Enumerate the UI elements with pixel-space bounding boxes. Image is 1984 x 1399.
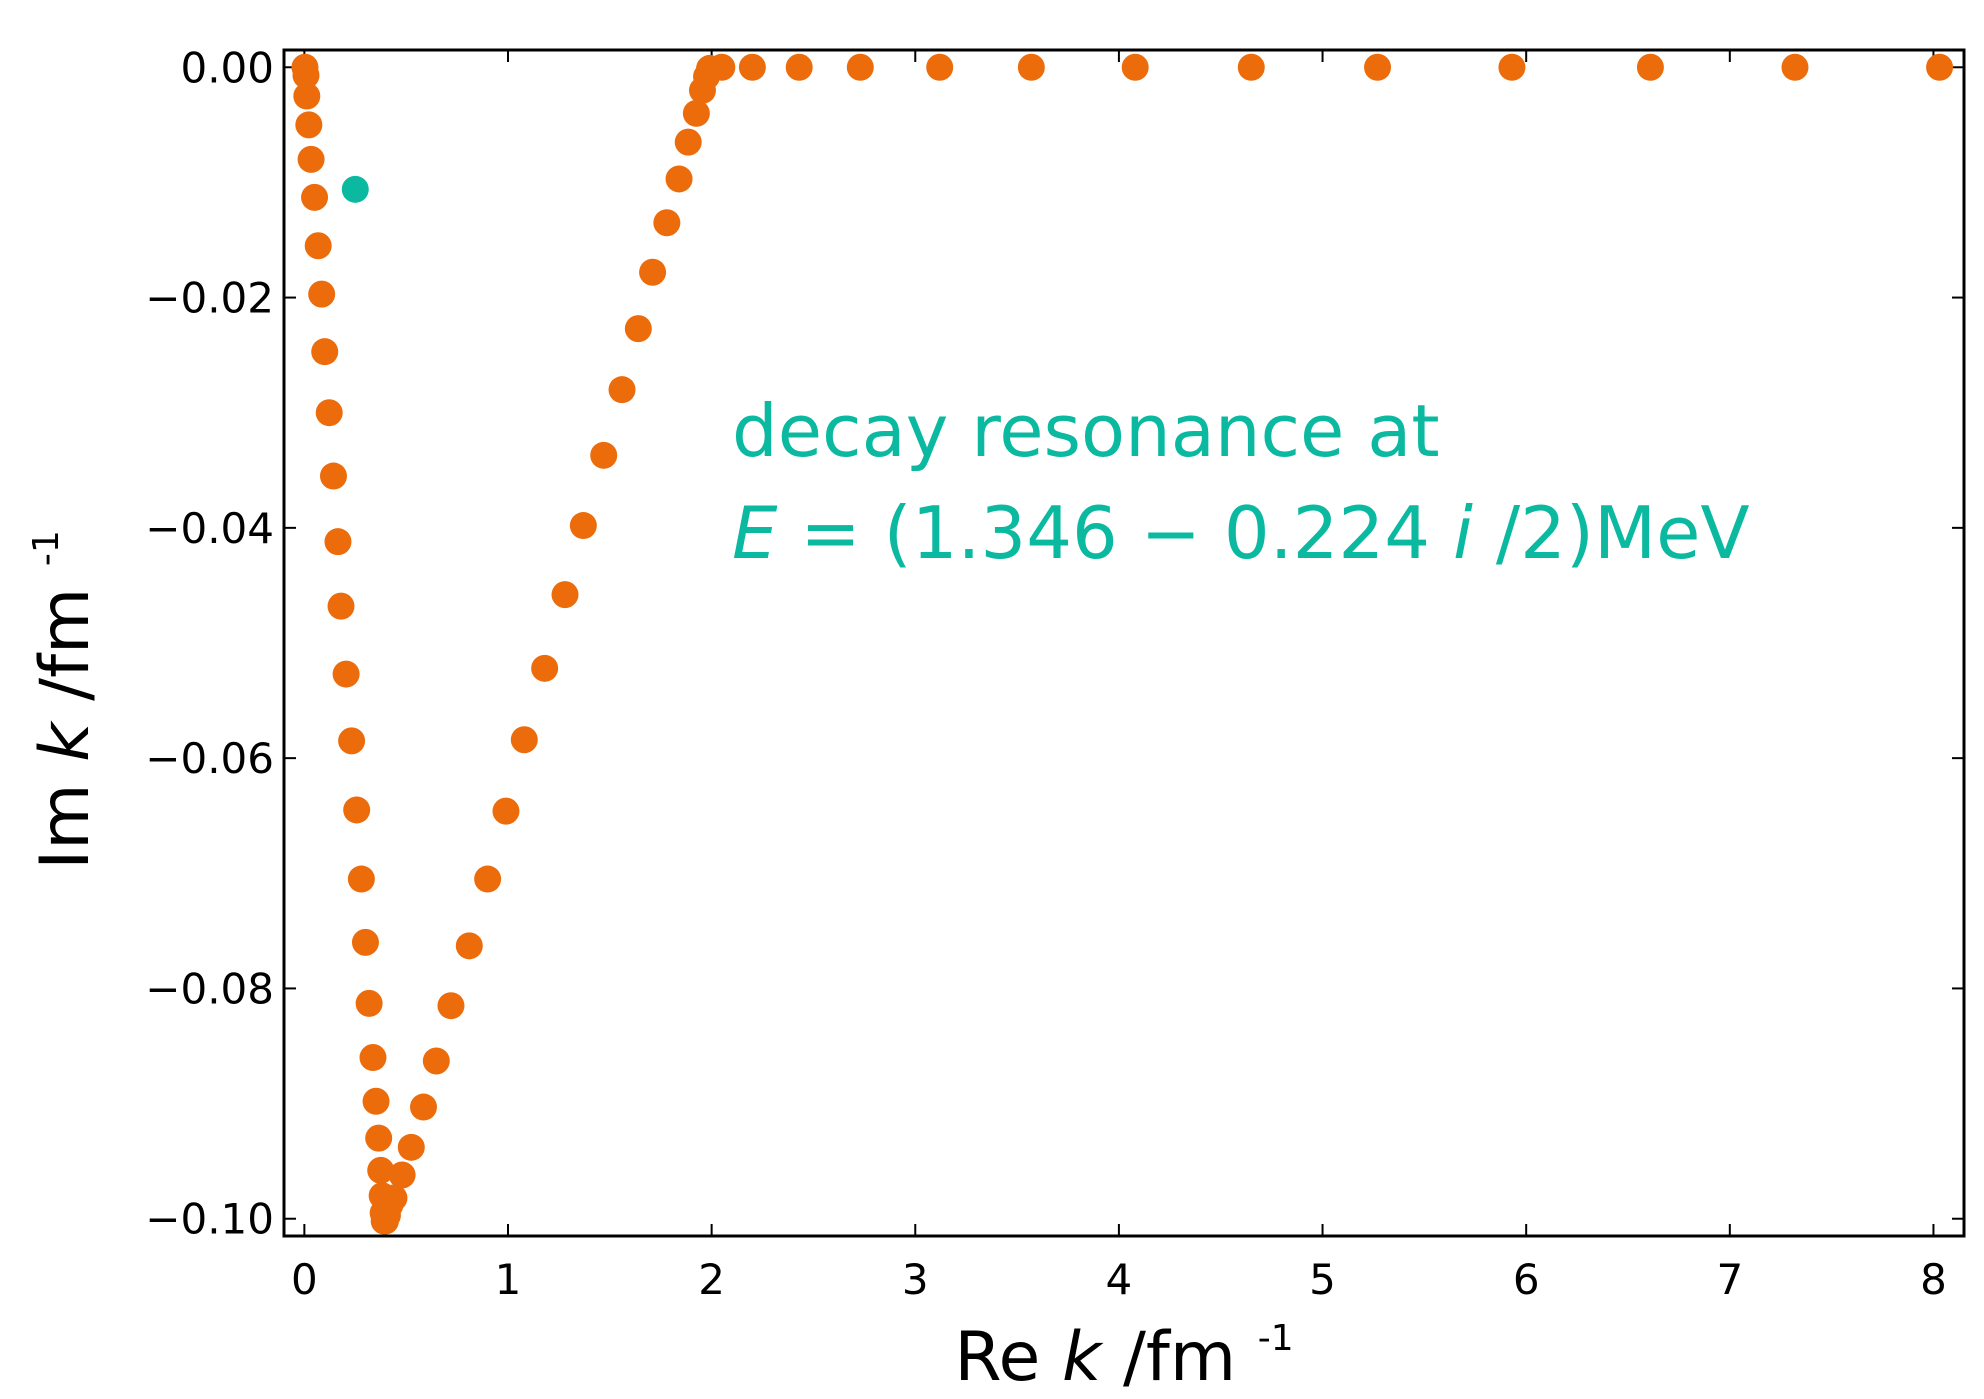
- trajectory-point: [653, 209, 681, 237]
- data-points: [291, 53, 1954, 1235]
- y-tick-label: −0.04: [145, 504, 274, 553]
- trajectory-point: [569, 512, 597, 540]
- y-tick-label: −0.10: [145, 1195, 274, 1244]
- trajectory-point: [338, 727, 366, 755]
- trajectory-point: [347, 865, 375, 893]
- trajectory-point: [738, 53, 766, 81]
- x-tick-label: 8: [1920, 1255, 1947, 1304]
- annotation-line-1: decay resonance at: [732, 389, 1440, 473]
- trajectory-point: [311, 338, 339, 366]
- y-axis-label-unit: /fm: [26, 588, 105, 701]
- trajectory-point: [292, 61, 320, 89]
- trajectory-point: [332, 660, 360, 688]
- trajectory-point: [293, 82, 321, 110]
- resonance-point: [341, 175, 369, 203]
- x-axis-label-unit: /fm: [1123, 1318, 1236, 1397]
- trajectory-point: [437, 992, 465, 1020]
- x-axis-label-prefix: Re: [954, 1318, 1040, 1397]
- trajectory-point: [551, 581, 579, 609]
- trajectory-point: [624, 315, 652, 343]
- y-tick-label: −0.08: [145, 964, 274, 1013]
- trajectory-point: [304, 232, 332, 260]
- x-tick-label: 5: [1309, 1255, 1336, 1304]
- trajectory-point: [355, 989, 383, 1017]
- annotation-imag-unit: i: [1453, 491, 1473, 575]
- trajectory-point: [397, 1133, 425, 1161]
- trajectory-point: [365, 1124, 393, 1152]
- trajectory-point: [926, 53, 954, 81]
- trajectory-point: [362, 1087, 390, 1115]
- trajectory-point: [324, 528, 352, 556]
- x-tick-label: 4: [1106, 1255, 1133, 1304]
- trajectory-point: [846, 53, 874, 81]
- y-tick-label: −0.02: [145, 274, 274, 323]
- trajectory-point: [665, 165, 693, 193]
- tick-labels: 0 1 2 3 4 5 6 7 8 0.00 −0.02 −0.04 −0.06 −0.08 −0.10: [145, 43, 1947, 1304]
- trajectory-point: [297, 145, 325, 173]
- trajectory-point: [1121, 53, 1149, 81]
- trajectory-point: [388, 1161, 416, 1189]
- trajectory-point: [343, 796, 371, 824]
- x-tick-label: 0: [291, 1255, 318, 1304]
- x-tick-label: 6: [1513, 1255, 1540, 1304]
- y-axis-label: Im k /fm -1: [26, 530, 105, 870]
- trajectory-point: [785, 53, 813, 81]
- trajectory-point: [1926, 53, 1954, 81]
- trajectory-point: [380, 1184, 408, 1212]
- trajectory-point: [308, 280, 336, 308]
- trajectory-point: [315, 399, 343, 427]
- trajectory-point: [510, 726, 538, 754]
- x-tick-label: 3: [902, 1255, 929, 1304]
- trajectory-point: [409, 1093, 437, 1121]
- trajectory-point: [708, 53, 736, 81]
- y-axis-label-sup: -1: [26, 530, 67, 566]
- trajectory-point: [422, 1047, 450, 1075]
- y-tick-label: −0.06: [145, 734, 274, 783]
- x-axis-label-sup: -1: [1258, 1318, 1294, 1359]
- annotation-energy-mid: = (1.346 − 0.224: [800, 491, 1430, 575]
- trajectory-point: [639, 258, 667, 286]
- trajectory-point: [319, 462, 347, 490]
- x-axis-label: Re k /fm -1: [954, 1318, 1293, 1397]
- trajectory-point: [474, 865, 502, 893]
- trajectory-point: [590, 441, 618, 469]
- trajectory-point: [301, 183, 329, 211]
- trajectory-point: [1364, 53, 1392, 81]
- x-tick-label: 2: [698, 1255, 725, 1304]
- trajectory-point: [1636, 53, 1664, 81]
- trajectory-point: [351, 928, 379, 956]
- annotation-energy-end: /2)MeV: [1496, 491, 1750, 575]
- trajectory-point: [492, 797, 520, 825]
- x-tick-label: 7: [1716, 1255, 1743, 1304]
- trajectory-point: [1498, 53, 1526, 81]
- trajectory-point: [608, 376, 636, 404]
- x-tick-label: 1: [495, 1255, 522, 1304]
- trajectory-point: [674, 128, 702, 156]
- axis-ticks: [284, 50, 1964, 1236]
- trajectory-point: [1237, 53, 1265, 81]
- annotation-energy-var: E: [732, 491, 778, 575]
- trajectory-point: [1781, 53, 1809, 81]
- y-tick-label: 0.00: [180, 43, 274, 92]
- trajectory-point: [327, 592, 355, 620]
- trajectory-point: [359, 1044, 387, 1072]
- trajectory-point: [295, 111, 323, 139]
- trajectory-point: [367, 1156, 395, 1184]
- y-axis-label-prefix: Im: [26, 783, 105, 869]
- trajectory-point: [531, 654, 559, 682]
- trajectory-point: [1017, 53, 1045, 81]
- plot-frame: [282, 48, 1966, 1238]
- trajectory-point: [682, 99, 710, 127]
- x-axis-label-var: k: [1062, 1318, 1104, 1397]
- trajectory-point: [455, 932, 483, 960]
- annotation-line-2: E = (1.346 − 0.224 i /2)MeV: [732, 491, 1750, 575]
- y-axis-label-var: k: [26, 720, 105, 762]
